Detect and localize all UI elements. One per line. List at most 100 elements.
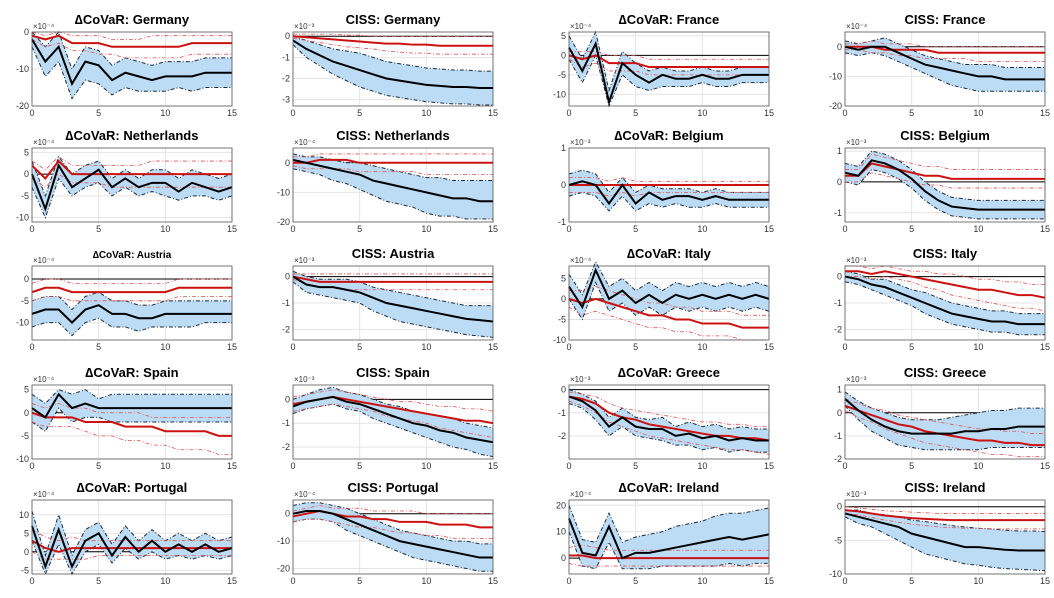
x-tick-label: 0 <box>290 342 295 352</box>
x-tick-label: 0 <box>29 461 34 471</box>
x-tick-label: 0 <box>290 224 295 234</box>
y-tick-label: -2 <box>558 431 566 441</box>
axes-box <box>31 147 233 223</box>
x-tick-label: 15 <box>488 576 498 586</box>
axis-exponent-label: ×10⁻⁴ <box>33 22 55 31</box>
red-response-line <box>568 297 769 329</box>
y-tick-label: 1 <box>837 385 842 395</box>
x-tick-label: 5 <box>633 108 638 118</box>
panel-title: ∆CoVaR: Italy <box>627 246 712 261</box>
red-lower-bound-line <box>845 276 1046 312</box>
red-lower-bound-line <box>31 421 232 455</box>
x-tick-label: 5 <box>633 224 638 234</box>
y-tick-label: 0 <box>837 42 842 52</box>
axis-exponent-label: ×10⁻⁴ <box>33 375 55 384</box>
x-tick-label: 10 <box>421 342 431 352</box>
y-tick-label: -10 <box>277 187 290 197</box>
axes-box <box>844 384 1046 460</box>
y-tick-label: 10 <box>556 527 566 537</box>
red-lower-bound-line <box>31 173 232 188</box>
lower-bound-line <box>844 516 1046 572</box>
y-tick-label: 5 <box>24 528 29 538</box>
black-response-line <box>31 304 232 324</box>
upper-bound-line <box>31 510 233 558</box>
x-tick-label: 10 <box>160 108 170 118</box>
panel-title: CISS: Italy <box>913 246 978 261</box>
axes-box <box>568 265 770 341</box>
x-tick-label: 15 <box>1040 108 1050 118</box>
x-tick-label: 0 <box>566 342 571 352</box>
y-tick-label: 0 <box>561 553 566 563</box>
axis-exponent-label: ×10⁻⁴ <box>570 256 592 265</box>
x-tick-label: 0 <box>842 576 847 586</box>
panel-title: ∆CoVaR: Austria <box>93 250 172 261</box>
lower-bound-line <box>844 52 1045 92</box>
black-response-line <box>31 525 233 570</box>
y-tick-label: 0 <box>285 509 290 519</box>
red-lower-bound-line <box>845 49 1045 62</box>
black-response-line <box>568 267 770 310</box>
x-tick-label: 0 <box>566 108 571 118</box>
x-tick-label: 0 <box>842 342 847 352</box>
confidence-band <box>293 502 493 572</box>
red-upper-bound-line <box>845 40 1045 48</box>
x-tick-label: 10 <box>973 342 983 352</box>
chart-panel: CISS: Germany ×10⁻³ 0 5 10 15 -3 -2 -1 0 <box>282 12 498 118</box>
y-tick-label: 0 <box>285 158 290 168</box>
y-tick-label: -2 <box>282 74 290 84</box>
black-response-line <box>31 392 232 419</box>
x-tick-label: 0 <box>29 108 34 118</box>
panel-title: ∆CoVaR: Ireland <box>619 480 719 495</box>
x-tick-label: 5 <box>96 576 101 586</box>
y-tick-label: 5 <box>561 273 566 283</box>
red-lower-bound-line <box>568 58 769 76</box>
red-response-line <box>293 158 493 164</box>
black-response-line <box>568 518 770 560</box>
y-tick-label: -20 <box>277 217 290 227</box>
x-tick-label: 15 <box>1040 461 1050 471</box>
x-tick-label: 15 <box>227 461 237 471</box>
x-tick-label: 0 <box>566 461 571 471</box>
red-lower-bound-line <box>31 296 232 302</box>
y-tick-label: 0 <box>285 272 290 282</box>
black-response-line <box>292 275 494 323</box>
x-tick-label: 10 <box>973 108 983 118</box>
y-tick-label: -5 <box>21 565 29 575</box>
red-upper-bound-line <box>31 529 232 542</box>
x-tick-label: 15 <box>1040 576 1050 586</box>
y-tick-label: -1 <box>834 208 842 218</box>
y-tick-label: 5 <box>24 147 29 157</box>
red-upper-bound-line <box>844 506 1045 514</box>
x-tick-label: 10 <box>160 576 170 586</box>
confidence-band <box>32 511 232 574</box>
y-tick-label: 0 <box>24 169 29 179</box>
chart-panel: CISS: Belgium×10⁻³0 5 10 15-101 <box>834 128 1050 234</box>
y-tick-label: -1 <box>558 408 566 418</box>
x-tick-label: 15 <box>488 108 498 118</box>
upper-bound-line <box>292 502 493 545</box>
red-response-line <box>845 45 1045 54</box>
chart-panel: ∆CoVaR: Austria ×10⁻⁴ 0 5 10 15 -10 -5 0 <box>16 250 237 352</box>
red-response-line <box>31 34 232 48</box>
black-response-line <box>844 159 1045 211</box>
red-upper-bound-line <box>845 265 1045 285</box>
red-response-line <box>568 54 769 69</box>
axis-exponent-label: ×10⁻³ <box>294 256 315 265</box>
axes-box <box>292 147 494 223</box>
y-tick-label: 0 <box>24 27 29 37</box>
panel-title: CISS: Spain <box>356 365 430 380</box>
axis-exponent-label: ×10⁻⁴ <box>33 138 55 147</box>
y-tick-label: 1 <box>561 143 566 153</box>
y-tick-label: -10 <box>16 64 29 74</box>
red-upper-bound-line <box>292 389 494 412</box>
black-response-line <box>844 45 1045 81</box>
red-lower-bound-line <box>844 513 1045 530</box>
axis-exponent-label: ×10⁻³ <box>846 490 867 499</box>
y-tick-label: -5 <box>21 191 29 201</box>
lower-bound-line <box>31 540 233 576</box>
axis-exponent-label: ×10⁻⁴ <box>33 256 55 265</box>
panel-title: CISS: Austria <box>352 246 435 261</box>
upper-bound-line <box>31 291 232 311</box>
axis-exponent-label: ×10⁻⁴ <box>294 138 316 147</box>
y-tick-label: -5 <box>558 314 566 324</box>
